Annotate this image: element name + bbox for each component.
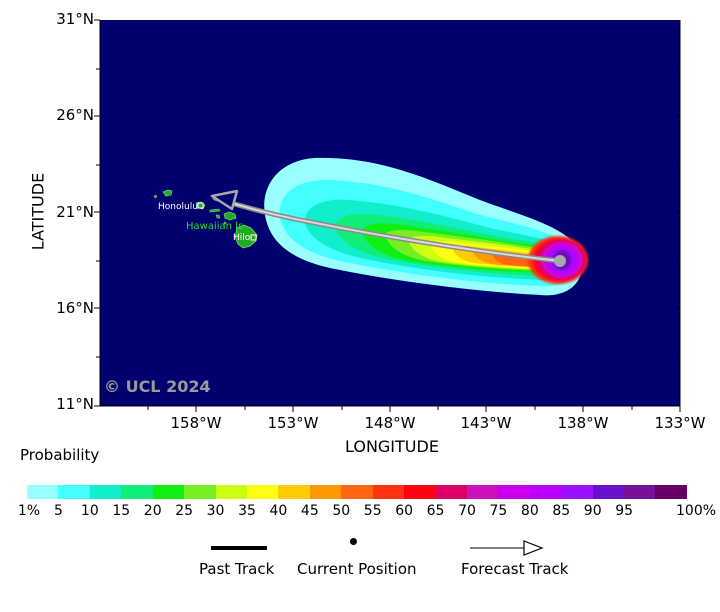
colorbar-swatch: [278, 485, 310, 499]
colorbar-tick-label: 70: [458, 503, 476, 519]
colorbar-swatch: [121, 485, 153, 499]
forecast-track-arrowhead: [210, 189, 239, 211]
colorbar-tick-label: 55: [363, 503, 382, 519]
colorbar-swatch: [246, 485, 279, 499]
colorbar-swatch: [655, 485, 687, 499]
lat-tick-label: 16°N: [56, 299, 94, 317]
current-position-symbol: [350, 538, 357, 545]
colorbar-tick-label: 10: [80, 503, 99, 519]
molokai-island: [209, 208, 221, 213]
forecast-track-line: [210, 189, 563, 264]
colorbar-swatch: [309, 485, 342, 499]
kahoolawe-island: [223, 221, 227, 225]
lat-tick-label: 21°N: [56, 203, 94, 221]
lon-tick-label: 143°W: [460, 414, 512, 432]
colorbar-swatch: [404, 485, 436, 499]
colorbar-tick-label: 15: [112, 503, 131, 519]
colorbar: [27, 485, 687, 499]
niihau-island: [153, 194, 158, 199]
colorbar-tick-label: 65: [426, 503, 445, 519]
lanai-island: [215, 214, 221, 219]
axis-ticks: [94, 19, 681, 412]
colorbar-swatch: [58, 485, 90, 499]
colorbar-tick-label: 85: [552, 503, 571, 519]
past-track-label: Past Track: [199, 560, 275, 578]
colorbar-tick-label: 25: [175, 503, 194, 519]
lon-tick-label: 148°W: [364, 414, 416, 432]
colorbar-tick-label: 45: [300, 503, 319, 519]
hilo-marker: [250, 234, 257, 241]
current-position-label: Current Position: [297, 560, 417, 578]
colorbar-tick-label: 60: [395, 503, 414, 519]
colorbar-tick-label: 20: [143, 503, 162, 519]
colorbar-swatch: [215, 485, 247, 499]
colorbar-title: Probability: [20, 446, 100, 464]
colorbar-swatch: [624, 485, 656, 499]
colorbar-tick-label: 100%: [676, 503, 717, 519]
past-track-symbol: [211, 546, 267, 550]
forecast-track-symbol: [470, 540, 544, 556]
hawaiian-islands-label: Hawaiian Is: [186, 221, 243, 232]
current-position-marker: [554, 255, 566, 267]
lon-tick-label: 133°W: [654, 414, 706, 432]
kauai-island: [162, 189, 173, 197]
colorbar-swatch: [561, 485, 593, 499]
colorbar-swatch: [184, 485, 216, 499]
colorbar-tick-label: 80: [520, 503, 539, 519]
big-island: [234, 224, 258, 249]
probability-map: Honolulu Hawaiian Is Hilo © UCL 2024: [100, 20, 680, 406]
colorbar-tick-label: 95: [615, 503, 634, 519]
colorbar-tick-label: 40: [269, 503, 288, 519]
colorbar-tick-label: 30: [206, 503, 225, 519]
colorbar-swatch: [435, 485, 467, 499]
forecast-track-inner: [214, 197, 561, 262]
colorbar-swatch: [372, 485, 405, 499]
lat-tick-label: 26°N: [56, 106, 94, 124]
copyright-text: © UCL 2024: [104, 377, 211, 396]
colorbar-tick-label: 90: [583, 503, 602, 519]
hilo-label: Hilo: [233, 233, 251, 243]
lat-tick-label: 31°N: [56, 10, 94, 28]
colorbar-swatch: [498, 485, 530, 499]
colorbar-tick-label: 5: [53, 503, 63, 519]
lon-tick-label: 138°W: [557, 414, 609, 432]
forecast-track-label: Forecast Track: [461, 560, 569, 578]
lon-tick-label: 158°W: [170, 414, 222, 432]
colorbar-swatch: [466, 485, 499, 499]
x-axis-title: LONGITUDE: [345, 437, 439, 456]
maui-island: [223, 211, 237, 221]
colorbar-swatch: [89, 485, 122, 499]
colorbar-swatch: [152, 485, 185, 499]
lat-tick-label: 11°N: [56, 395, 94, 413]
colorbar-swatch: [529, 485, 562, 499]
colorbar-tick-label: 75: [489, 503, 508, 519]
honolulu-marker: [197, 202, 204, 209]
colorbar-tick-label: 50: [332, 503, 351, 519]
colorbar-tick-label: 1%: [17, 503, 41, 519]
colorbar-swatch: [341, 485, 373, 499]
colorbar-tick-label: 35: [238, 503, 256, 519]
lon-tick-label: 153°W: [267, 414, 319, 432]
honolulu-label: Honolulu: [158, 202, 198, 212]
colorbar-swatch: [27, 485, 59, 499]
colorbar-swatch: [592, 485, 625, 499]
